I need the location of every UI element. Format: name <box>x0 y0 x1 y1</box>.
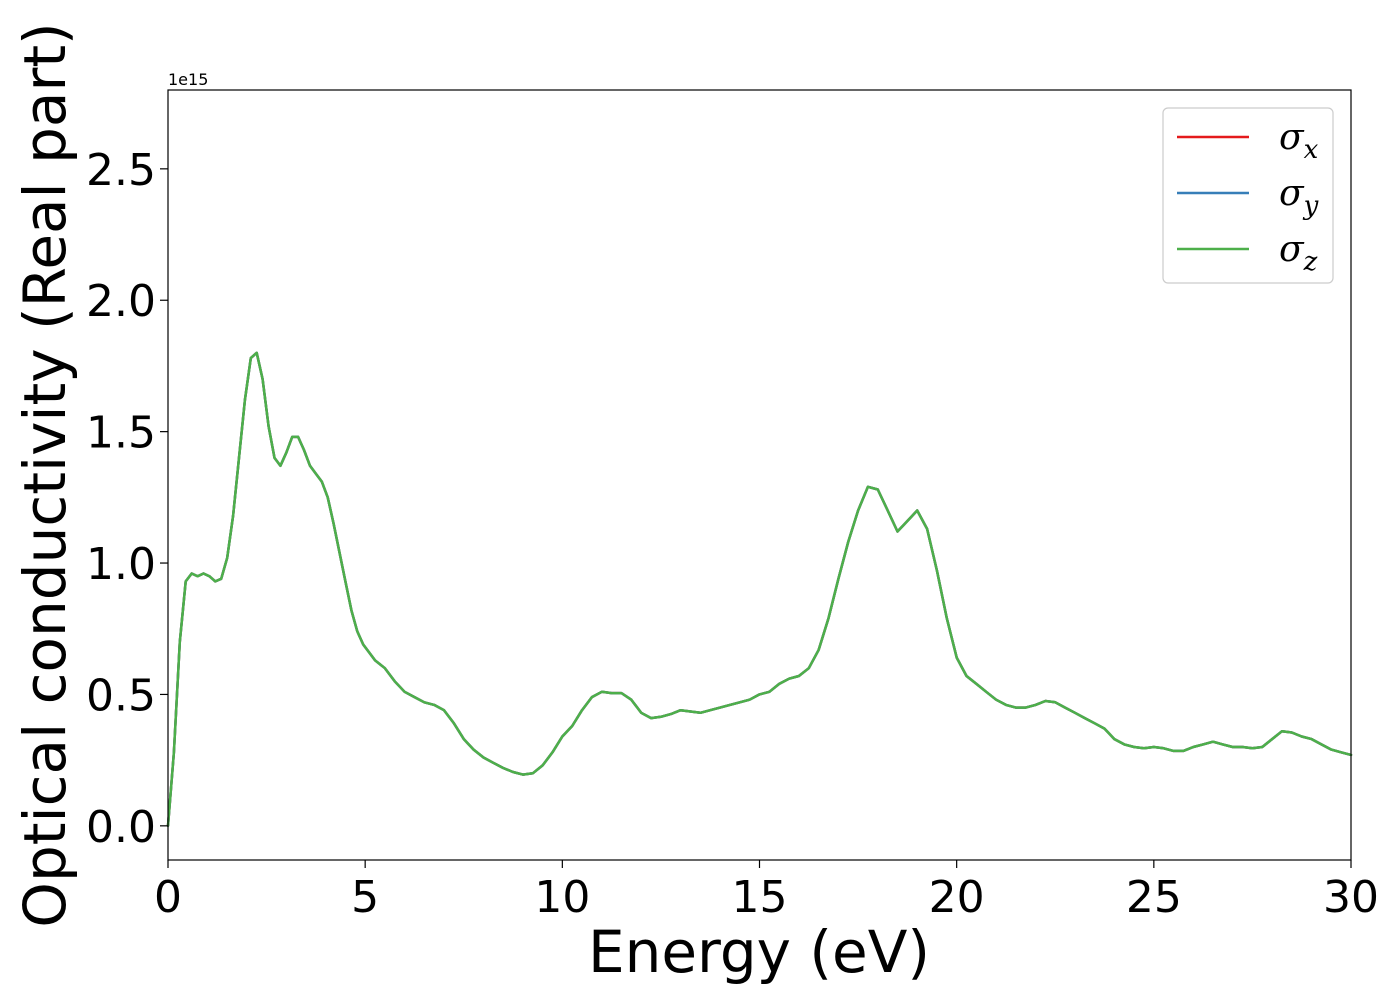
y-tick-label: 0.5 <box>86 670 156 721</box>
y-tick-label: 2.5 <box>86 145 156 196</box>
series-layer <box>166 351 1353 828</box>
x-tick-label: 15 <box>732 872 788 923</box>
plot-area <box>168 90 1351 860</box>
y-tick-label: 0.0 <box>86 802 156 853</box>
legend-label-y: σy <box>1279 173 1319 221</box>
y-tick-label: 1.0 <box>86 539 156 590</box>
x-tick-label: 25 <box>1126 872 1182 923</box>
x-tick-label: 0 <box>154 872 182 923</box>
y-tick-label: 2.0 <box>86 276 156 327</box>
x-axis-ticks: 0 5 10 15 20 25 30 <box>154 860 1379 923</box>
x-tick-label: 20 <box>929 872 985 923</box>
legend-label-z: σz <box>1279 229 1318 277</box>
y-axis-title: Optical conductivity (Real part) <box>11 22 79 927</box>
x-tick-label: 5 <box>351 872 379 923</box>
series-line-z <box>166 351 1353 828</box>
y-tick-label: 1.5 <box>86 408 156 459</box>
x-axis-title: Energy (eV) <box>588 918 930 986</box>
legend-frame <box>1162 107 1334 284</box>
legend: σx σy σz <box>1162 107 1334 284</box>
legend-label-x: σx <box>1279 117 1319 165</box>
x-tick-label: 30 <box>1323 872 1379 923</box>
x-tick-label: 10 <box>534 872 590 923</box>
y-offset-label: 1e15 <box>168 70 208 89</box>
y-axis-ticks: 0.0 0.5 1.0 1.5 2.0 2.5 <box>86 145 168 853</box>
